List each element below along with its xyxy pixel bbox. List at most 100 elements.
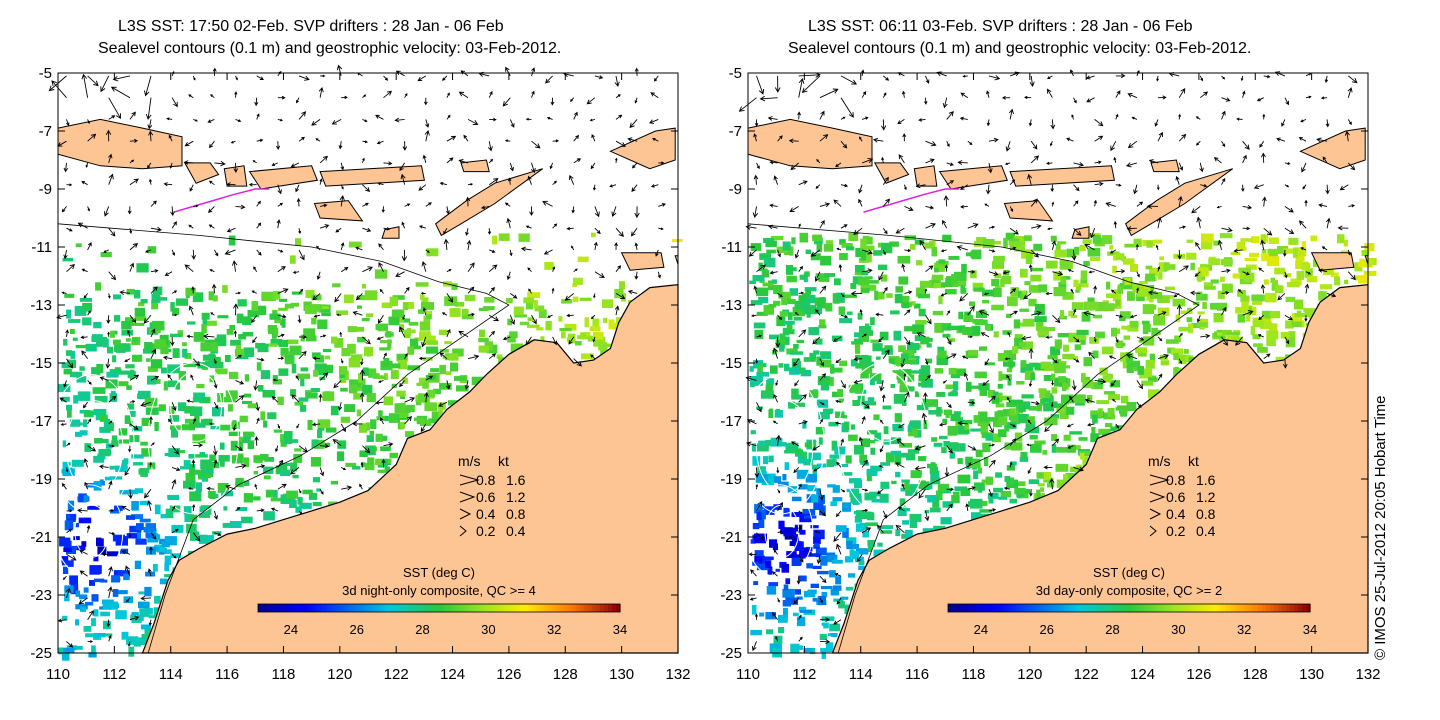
velocity-arrow [233,303,239,316]
velocity-arrow [1324,75,1329,84]
velocity-arrow [801,75,821,94]
velocity-arrow [797,111,802,120]
velocity-arrow [798,394,807,403]
velocity-arrow [1260,284,1266,294]
velocity-arrow [1136,271,1140,278]
velocity-arrow [425,375,434,381]
velocity-arrow [748,552,757,557]
velocity-arrow [1221,290,1230,295]
velocity-arrow [213,459,218,468]
velocity-arrow [967,140,973,145]
velocity-arrow [1173,293,1180,298]
velocity-arrow [1136,380,1144,390]
velocity-arrow [1115,113,1119,120]
velocity-arrow [341,485,353,491]
legend-ms-value: 0.6 [476,489,496,505]
velocity-arrow [446,269,452,273]
velocity-arrow [1009,310,1018,316]
velocity-arrow [319,155,328,164]
x-tick-label: 116 [905,666,929,683]
velocity-arrow [1115,423,1119,429]
velocity-arrow [277,459,284,468]
velocity-arrow [145,97,152,120]
velocity-arrow [489,117,497,122]
island [1003,200,1054,222]
velocity-arrow [446,328,451,338]
velocity-arrow [1006,374,1011,381]
velocity-arrow [525,336,532,346]
velocity-arrow [1051,380,1054,386]
velocity-arrow [129,400,136,403]
velocity-arrow [525,117,532,121]
velocity-arrow [1009,438,1017,446]
velocity-arrow [1073,161,1085,167]
x-tick-label: 122 [384,666,409,683]
velocity-arrow [1083,310,1095,317]
velocity-arrow [362,202,369,207]
y-tick-label: -5 [729,65,742,82]
velocity-arrow [419,225,426,229]
velocity-arrow [209,422,215,426]
sst-map-right: 110 112 114 116 118 120 122 124 126 128 130 132 -5 -7… [720,65,1380,683]
velocity-arrow [252,336,258,344]
velocity-arrow [1050,184,1055,193]
velocity-arrow [124,467,131,476]
velocity-arrow [959,116,968,121]
y-tick-label: -7 [729,123,742,140]
velocity-arrow [63,162,69,173]
velocity-arrow [1002,270,1011,275]
velocity-arrow [531,90,535,98]
x-tick-label: 128 [553,666,578,683]
velocity-arrow [1009,288,1017,294]
velocity-arrow [946,110,954,120]
velocity-arrow [531,314,537,325]
velocity-arrow [168,418,173,425]
island [1299,127,1366,170]
velocity-arrow [571,206,575,214]
velocity-arrow [1148,290,1159,296]
velocity-arrow [1260,239,1266,250]
colorbar-frame [947,603,1311,613]
velocity-arrow [1003,486,1011,490]
velocity-arrow [957,160,968,165]
velocity-arrow [207,118,215,123]
velocity-arrow [1030,140,1038,150]
velocity-arrow [902,133,907,142]
velocity-arrow [988,225,996,229]
velocity-arrow [1178,265,1189,273]
x-tick-label: 114 [159,666,183,683]
y-tick-label: -25 [30,645,52,662]
velocity-arrow [652,137,659,142]
velocity-arrow [1047,227,1053,231]
velocity-arrow [591,133,596,142]
velocity-arrow [812,336,821,345]
velocity-arrow [66,442,71,447]
velocity-arrow [1200,91,1209,99]
velocity-arrow [813,467,821,472]
velocity-arrow [918,118,926,122]
velocity-arrow [1136,401,1142,409]
velocity-arrow [634,242,639,250]
velocity-arrow [840,116,846,120]
velocity-arrow [1045,291,1053,296]
velocity-arrow [296,423,300,429]
velocity-arrow [340,266,349,273]
velocity-arrow [882,92,887,98]
velocity-arrow [318,86,324,98]
velocity-arrow [1277,293,1286,301]
velocity-arrow [146,500,152,512]
velocity-arrow [399,380,405,388]
velocity-arrow [100,75,110,93]
velocity-arrow [311,119,321,126]
velocity-arrow [378,243,384,251]
velocity-arrow [552,223,558,229]
velocity-arrow [940,292,947,297]
velocity-arrow [834,421,842,425]
velocity-arrow [147,568,152,577]
velocity-arrow [988,271,999,276]
velocity-arrow [85,162,89,168]
velocity-arrow [529,206,534,217]
velocity-arrow [359,369,365,381]
velocity-arrow [960,204,968,209]
velocity-arrow [1028,263,1033,272]
